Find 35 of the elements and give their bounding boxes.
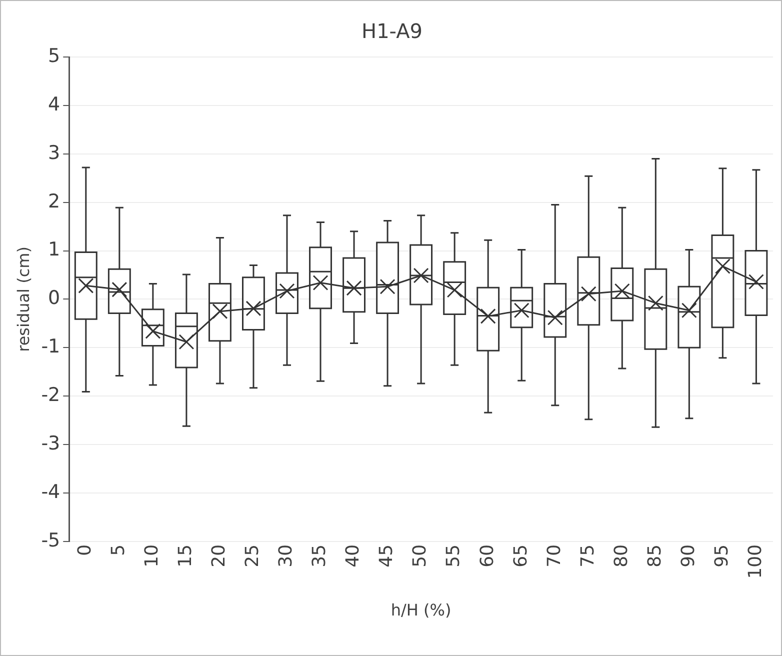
y-tick-label: -2: [41, 384, 60, 406]
y-tick-label: -4: [41, 480, 60, 503]
x-tick-label: 95: [711, 544, 732, 568]
x-tick-label: 65: [510, 544, 532, 568]
x-tick-label: 20: [208, 544, 230, 568]
x-tick-label: 75: [577, 544, 598, 568]
y-axis-title: residual (cm): [14, 246, 33, 352]
y-tick-label: 2: [48, 190, 60, 212]
y-tick-label: -1: [41, 336, 60, 358]
x-tick-label: 100: [744, 544, 766, 579]
x-tick-label: 25: [242, 544, 264, 568]
y-tick-label: 0: [48, 287, 60, 310]
y-tick-label: 3: [48, 142, 60, 164]
x-tick-label: 70: [544, 544, 565, 568]
x-tick-label: 80: [610, 544, 632, 568]
y-tick-label: -3: [41, 432, 60, 454]
y-tick-label: 5: [48, 44, 60, 67]
x-tick-label: 0: [74, 544, 96, 556]
x-tick-label: 50: [410, 544, 431, 568]
x-tick-label: 10: [142, 544, 163, 568]
x-tick-label: 15: [175, 544, 196, 568]
x-tick-label: 45: [376, 544, 398, 568]
x-axis-title: h/H (%): [390, 600, 452, 620]
x-tick-label: 85: [644, 544, 666, 568]
x-tick-label: 5: [108, 544, 130, 556]
y-tick-label: 4: [48, 93, 60, 116]
x-tick-label: 55: [443, 544, 464, 568]
x-tick-label: 30: [276, 544, 297, 568]
x-tick-label: 60: [476, 544, 498, 568]
chart-title: H1-A9: [362, 19, 422, 44]
x-tick-label: 40: [342, 544, 364, 568]
y-tick-label: -5: [41, 529, 60, 552]
x-tick-label: 35: [309, 544, 330, 568]
y-tick-label: 1: [48, 238, 60, 261]
x-tick-label: 90: [678, 544, 699, 568]
